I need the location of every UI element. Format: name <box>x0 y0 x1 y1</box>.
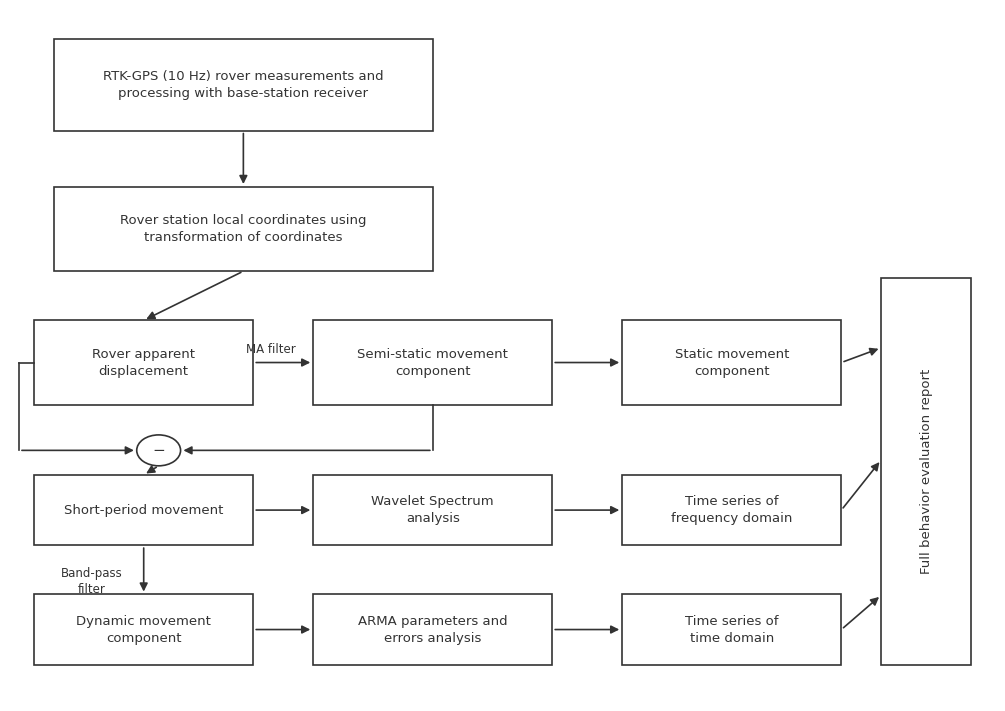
FancyBboxPatch shape <box>622 475 841 545</box>
FancyBboxPatch shape <box>34 475 253 545</box>
FancyBboxPatch shape <box>34 594 253 665</box>
Text: Short-period movement: Short-period movement <box>64 503 223 517</box>
Text: RTK-GPS (10 Hz) rover measurements and
processing with base-station receiver: RTK-GPS (10 Hz) rover measurements and p… <box>104 70 384 100</box>
FancyBboxPatch shape <box>314 594 553 665</box>
FancyBboxPatch shape <box>54 187 433 271</box>
FancyBboxPatch shape <box>622 594 841 665</box>
Text: ARMA parameters and
errors analysis: ARMA parameters and errors analysis <box>358 614 508 645</box>
FancyBboxPatch shape <box>622 321 841 405</box>
Text: Band-pass
filter: Band-pass filter <box>61 567 123 597</box>
FancyBboxPatch shape <box>34 321 253 405</box>
Text: Time series of
frequency domain: Time series of frequency domain <box>671 495 792 525</box>
FancyBboxPatch shape <box>314 475 553 545</box>
FancyBboxPatch shape <box>881 278 971 665</box>
Text: −: − <box>153 443 165 458</box>
Text: Semi-static movement
component: Semi-static movement component <box>358 348 509 378</box>
FancyBboxPatch shape <box>314 321 553 405</box>
Text: MA filter: MA filter <box>246 343 296 356</box>
FancyBboxPatch shape <box>54 39 433 131</box>
Text: Dynamic movement
component: Dynamic movement component <box>76 614 211 645</box>
Text: Full behavior evaluation report: Full behavior evaluation report <box>920 369 933 574</box>
Text: Static movement
component: Static movement component <box>674 348 789 378</box>
Text: Time series of
time domain: Time series of time domain <box>685 614 779 645</box>
Text: Rover station local coordinates using
transformation of coordinates: Rover station local coordinates using tr… <box>121 214 367 244</box>
Text: Rover apparent
displacement: Rover apparent displacement <box>92 348 195 378</box>
Text: Wavelet Spectrum
analysis: Wavelet Spectrum analysis <box>372 495 494 525</box>
